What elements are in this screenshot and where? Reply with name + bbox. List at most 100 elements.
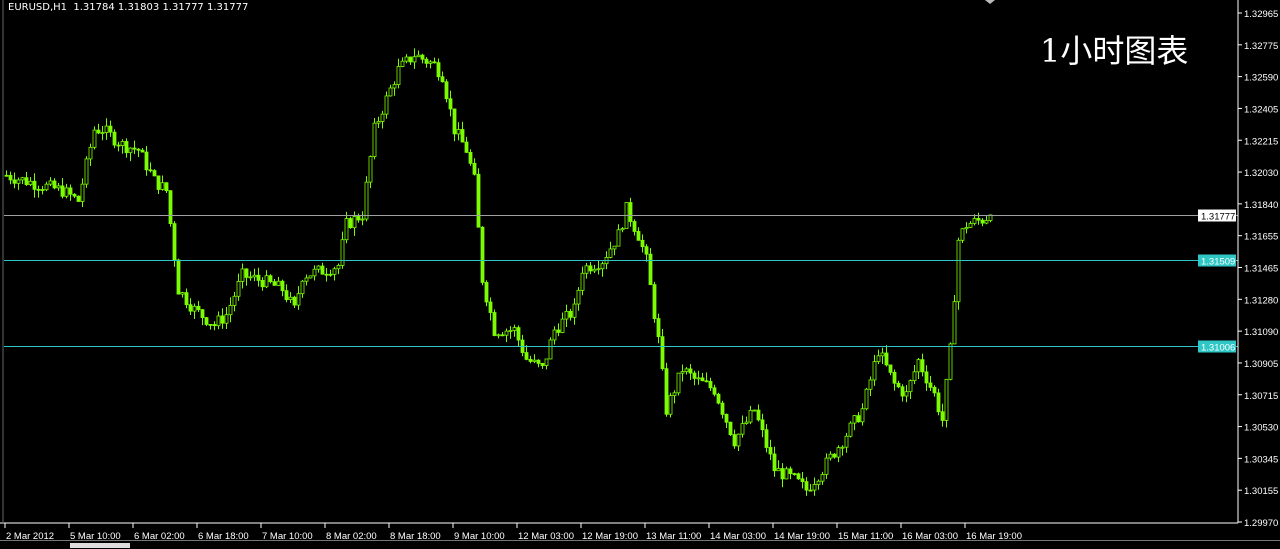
- candle: [580, 266, 585, 296]
- candle-body: [136, 148, 141, 151]
- candle-body: [144, 151, 149, 171]
- candle: [300, 279, 305, 298]
- candle-body: [584, 265, 589, 274]
- candle-body: [176, 259, 181, 295]
- candle: [620, 227, 625, 233]
- candle-body: [316, 265, 321, 270]
- time-tick-label: 6 Mar 02:00: [134, 531, 185, 542]
- candle-body: [904, 391, 909, 397]
- horizontal-lines: 1.31777 1.31509 1.31006: [4, 209, 1238, 354]
- candle: [600, 261, 605, 277]
- candle-body: [988, 214, 993, 221]
- horizontal-scrollbar[interactable]: [70, 543, 130, 548]
- candle-body: [500, 334, 505, 337]
- candle-body: [696, 377, 701, 380]
- candle-body: [840, 446, 845, 449]
- candle: [984, 215, 989, 225]
- candle-body: [588, 265, 593, 272]
- candle: [396, 58, 401, 89]
- candle-body: [348, 218, 353, 229]
- candle: [836, 445, 841, 463]
- candle-body: [916, 359, 921, 373]
- candle: [980, 218, 985, 227]
- candle: [860, 403, 865, 426]
- time-tick-label: 7 Mar 10:00: [262, 531, 313, 542]
- candle: [964, 222, 969, 234]
- candle: [124, 138, 129, 158]
- candle: [76, 195, 81, 202]
- candle: [256, 267, 261, 287]
- candle-body: [732, 434, 737, 447]
- watermark-title: 1小时图表: [1040, 32, 1189, 70]
- candle-body: [484, 282, 489, 303]
- candle-body: [496, 334, 501, 337]
- candle: [688, 364, 693, 380]
- candle-body: [880, 352, 885, 357]
- candle: [780, 463, 785, 488]
- candle-body: [284, 290, 289, 300]
- candle-body: [124, 141, 129, 154]
- candle-body: [340, 239, 345, 266]
- candle: [632, 219, 637, 236]
- candle: [372, 117, 377, 160]
- candle: [252, 268, 257, 282]
- candle-body: [240, 268, 245, 282]
- candle-body: [4, 174, 9, 177]
- candle: [872, 354, 877, 386]
- candle-body: [560, 318, 565, 333]
- candle-body: [984, 220, 989, 224]
- candle-body: [452, 108, 457, 135]
- chart-shift-icon[interactable]: [985, 0, 995, 4]
- candle: [784, 466, 789, 480]
- candle: [208, 324, 213, 330]
- candle: [864, 387, 869, 411]
- candle: [68, 184, 73, 201]
- candle: [160, 175, 165, 191]
- candle-body: [836, 447, 841, 458]
- candle: [484, 280, 489, 307]
- candle: [468, 149, 473, 166]
- candle-body: [952, 301, 957, 345]
- candle: [416, 50, 421, 58]
- candle: [552, 326, 557, 345]
- candle-body: [80, 183, 85, 202]
- candle: [524, 345, 529, 361]
- candle-body: [156, 175, 161, 190]
- candle: [728, 421, 733, 436]
- time-tick-label: 13 Mar 11:00: [646, 531, 701, 542]
- candle: [912, 365, 917, 385]
- candle-body: [628, 202, 633, 222]
- candle: [240, 263, 245, 289]
- candle: [224, 306, 229, 329]
- candle: [264, 270, 269, 289]
- candle-body: [196, 305, 201, 311]
- candle: [748, 405, 753, 425]
- price-tick-label: 1.32775: [1244, 41, 1278, 52]
- candle: [220, 308, 225, 329]
- candle: [800, 471, 805, 489]
- candle-body: [48, 180, 53, 185]
- candle-body: [352, 216, 357, 229]
- candle: [768, 439, 773, 461]
- time-tick-label: 15 Mar 11:00: [838, 531, 893, 542]
- candle: [448, 90, 453, 117]
- candle-body: [716, 393, 721, 404]
- candle: [412, 48, 417, 69]
- candle: [928, 375, 933, 391]
- price-tick-label: 1.29970: [1244, 518, 1278, 529]
- candle-body: [376, 121, 381, 124]
- candle-body: [92, 129, 97, 148]
- candle-body: [272, 281, 277, 286]
- candle-body: [152, 170, 157, 177]
- candle-body: [408, 56, 413, 63]
- candle: [876, 349, 881, 364]
- candle: [248, 271, 253, 281]
- candle: [20, 177, 25, 185]
- candle-body: [224, 314, 229, 324]
- candle-body: [364, 181, 369, 220]
- candle-body: [648, 253, 653, 286]
- candle: [48, 177, 53, 187]
- candle: [936, 388, 941, 416]
- candle: [336, 263, 341, 275]
